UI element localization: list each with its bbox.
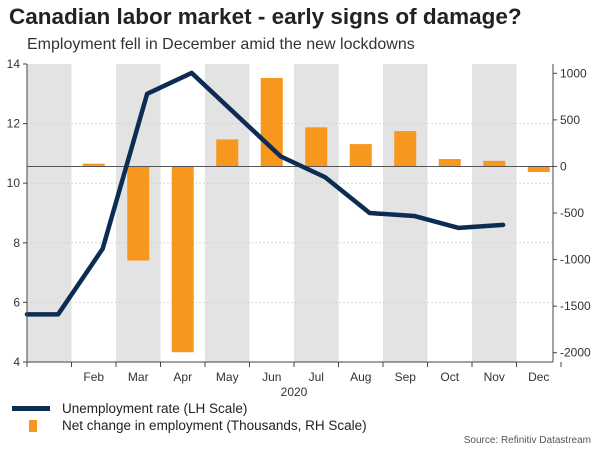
left-tick-label: 12 xyxy=(7,117,21,131)
x-tick-label-aug: Aug xyxy=(350,370,371,384)
x-tick-label-jun: Jun xyxy=(262,370,281,384)
shaded-band-nov xyxy=(472,64,517,362)
x-tick-label-jul: Jul xyxy=(309,370,324,384)
right-tick-label: -1500 xyxy=(560,299,591,313)
bar-dec xyxy=(527,166,550,173)
x-tick-label-feb: Feb xyxy=(83,370,104,384)
axis-labels: 4 6 8 10 12 14 1000 500 0 -500 -1000 -1500 -2000 Feb M… xyxy=(7,57,591,399)
bar-oct xyxy=(438,158,461,167)
bar-jul xyxy=(305,127,328,167)
shaded-band-may xyxy=(205,64,250,362)
legend-item-employment: Net change in employment (Thousands, RH … xyxy=(12,417,367,434)
legend: Unemployment rate (LH Scale) Net change … xyxy=(12,400,367,434)
unemployment-line-path xyxy=(24,70,506,317)
left-tick-label: 8 xyxy=(13,236,20,250)
x-tick-label-sep: Sep xyxy=(395,370,417,384)
left-tick-label: 4 xyxy=(13,355,20,369)
left-tick-label: 10 xyxy=(7,176,21,190)
left-tick-label: 14 xyxy=(7,57,21,71)
right-tick-label: -1000 xyxy=(560,253,591,267)
source-note: Source: Refinitiv Datastream xyxy=(463,435,591,446)
x-tick-label-mar: Mar xyxy=(128,370,149,384)
right-tick-label: 0 xyxy=(560,159,567,173)
left-tick-label: 6 xyxy=(13,295,20,309)
shaded-band-jul xyxy=(294,64,339,362)
legend-label-unemployment: Unemployment rate (LH Scale) xyxy=(62,401,248,416)
right-tick-label: -2000 xyxy=(560,346,591,360)
right-tick-label: 1000 xyxy=(560,66,587,80)
x-tick-label-may: May xyxy=(216,370,239,384)
bar-aug xyxy=(349,144,372,167)
x-axis-year-label: 2020 xyxy=(281,385,308,399)
right-tick-label: 500 xyxy=(560,113,580,127)
x-tick-label-nov: Nov xyxy=(484,370,505,384)
bar-sep xyxy=(394,131,417,167)
legend-bar-swatch xyxy=(29,419,37,432)
shaded-band-jan xyxy=(27,64,72,362)
x-tick-label-apr: Apr xyxy=(173,370,192,384)
employment-bars xyxy=(82,77,550,353)
bar-may xyxy=(216,139,239,167)
chart-subtitle: Employment fell in December amid the new… xyxy=(27,36,415,53)
bar-mar xyxy=(127,166,150,261)
legend-item-unemployment: Unemployment rate (LH Scale) xyxy=(12,400,367,417)
shaded-bands xyxy=(27,64,517,362)
axes xyxy=(23,63,562,367)
x-tick-label-oct: Oct xyxy=(440,370,459,384)
legend-line-swatch xyxy=(12,406,50,411)
right-tick-label: -500 xyxy=(560,206,584,220)
x-tick-label-dec: Dec xyxy=(528,370,549,384)
legend-label-employment: Net change in employment (Thousands, RH … xyxy=(62,418,367,433)
bar-apr xyxy=(171,166,194,353)
chart-title: Canadian labor market - early signs of d… xyxy=(9,4,522,29)
bar-nov xyxy=(483,160,506,167)
bar-feb xyxy=(82,163,105,167)
